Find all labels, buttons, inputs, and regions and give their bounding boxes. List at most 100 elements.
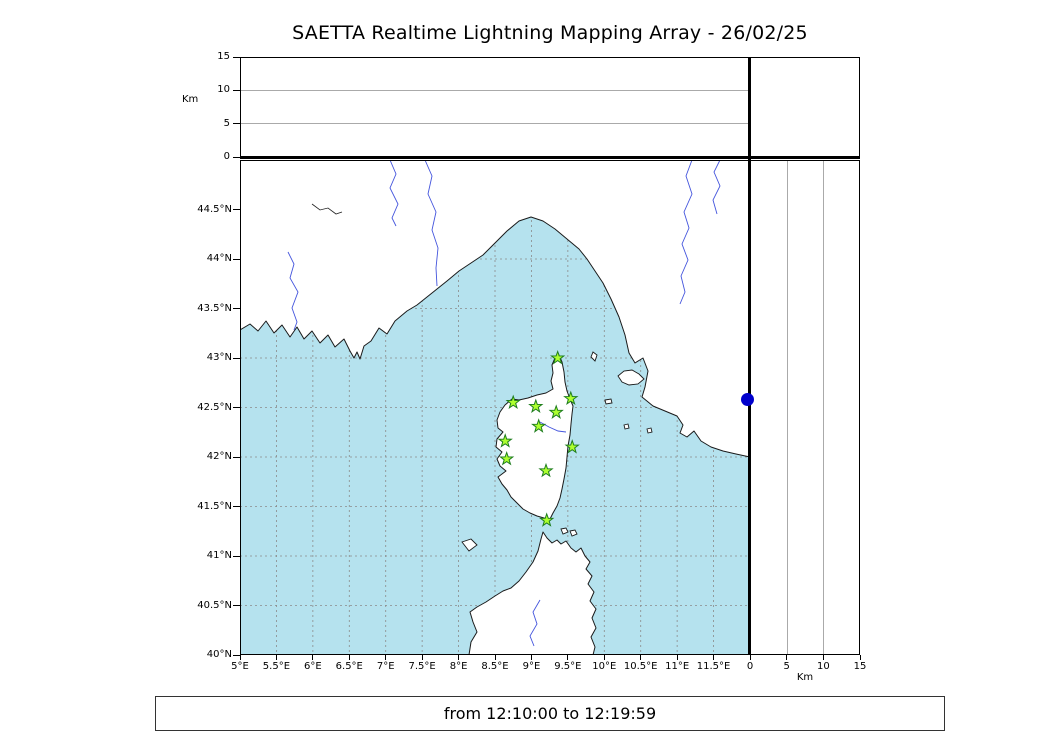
lon-tick (640, 655, 642, 660)
right-panel-tick (822, 655, 824, 660)
island-capraia (590, 351, 598, 362)
lon-tick-label: 8.5°E (481, 661, 509, 672)
lat-tick-label: 41°N (206, 550, 232, 561)
lat-tick-label: 41.5°N (197, 500, 232, 512)
lon-tick (348, 655, 350, 660)
top-panel-tick-label: 5 (223, 117, 230, 129)
lon-tick-label: 10°E (592, 661, 617, 672)
right-panel-tick (859, 655, 861, 660)
saetta-station-star-icon (528, 398, 544, 414)
saetta-station-star-icon (550, 349, 566, 365)
lat-tick (233, 407, 240, 408)
lon-tick (676, 655, 678, 660)
corsica-coast (495, 352, 574, 520)
river (529, 599, 541, 647)
lon-tick (494, 655, 496, 660)
lon-tick-label: 9.5°E (554, 661, 582, 672)
lon-tick (458, 655, 460, 660)
lat-tick (233, 605, 240, 606)
chart-title: SAETTA Realtime Lightning Mapping Array … (292, 22, 808, 44)
island-pianosa (604, 398, 613, 405)
lat-tick (233, 456, 240, 458)
lat-tick (233, 258, 240, 260)
lightning-event-dot (740, 393, 754, 407)
mainland-coast (240, 160, 750, 458)
top-panel-tick (233, 156, 240, 158)
saetta-station-star-icon (548, 404, 564, 419)
right-panel-gridline (786, 161, 788, 654)
lon-tick (603, 655, 605, 660)
lat-tick (233, 506, 240, 507)
lon-tick (530, 655, 532, 660)
top-panel-gridline (241, 122, 749, 124)
river (424, 160, 439, 287)
lon-tick (275, 655, 277, 660)
lon-tick-label: 5.5°E (262, 661, 291, 672)
lon-tick-label: 6.5°E (335, 661, 363, 672)
top-panel-tick (233, 89, 240, 91)
top-panel-unit-label: Km (182, 94, 199, 105)
lat-tick (233, 209, 240, 210)
right-panel-gridline (822, 161, 824, 654)
river (712, 160, 721, 215)
lon-tick (239, 655, 241, 660)
right-panel-unit-label: Km (796, 672, 814, 683)
lat-tick-label: 42°N (206, 451, 232, 462)
stream (311, 203, 343, 215)
lat-tick-label: 43°N (206, 352, 232, 363)
lat-tick (233, 654, 240, 656)
saetta-station-star-icon (499, 450, 515, 466)
panel-divider-horizontal (240, 156, 860, 159)
lon-tick-label: 8°E (449, 661, 468, 672)
altitude-histogram-panel (750, 57, 860, 157)
map-panel (240, 160, 750, 655)
time-range-text: from 12:10:00 to 12:19:59 (443, 704, 657, 723)
lon-tick-label: 9°E (522, 661, 541, 672)
top-panel-tick (233, 56, 240, 58)
lat-tick-label: 44°N (206, 253, 232, 264)
lon-tick (421, 655, 423, 660)
lon-tick-label: 11°E (665, 661, 690, 672)
saetta-station-star-icon (531, 418, 547, 433)
lon-tick (312, 655, 314, 660)
lon-tick (567, 655, 569, 660)
lon-tick-label: 7.5°E (408, 661, 436, 672)
right-panel-tick (786, 655, 788, 660)
saetta-station-star-icon (497, 433, 513, 448)
lon-tick (713, 655, 715, 660)
lon-tick-label: 10.5°E (623, 661, 658, 672)
island-elba (617, 369, 645, 386)
river (679, 160, 693, 305)
altitude-latitude-panel (750, 160, 860, 655)
lat-tick (233, 357, 240, 359)
lat-tick-label: 44.5°N (197, 203, 232, 215)
lat-tick-label: 42.5°N (197, 401, 232, 413)
river (287, 251, 299, 331)
lat-tick-label: 43.5°N (197, 302, 232, 314)
map-canvas (240, 160, 750, 655)
time-range-banner: from 12:10:00 to 12:19:59 (155, 696, 945, 731)
island-maddalena-2 (569, 529, 578, 537)
saetta-station-star-icon (505, 394, 521, 410)
sardinia-coast (468, 531, 597, 655)
top-panel-tick-label: 0 (223, 151, 230, 162)
altitude-time-panel (240, 57, 750, 157)
island-asinara (461, 538, 478, 552)
saetta-station-star-icon (538, 462, 554, 478)
lat-tick (233, 555, 240, 557)
lon-tick-label: 5°E (231, 661, 249, 672)
island-giglio (646, 427, 653, 434)
top-panel-tick (233, 123, 240, 125)
lon-tick-label: 6°E (304, 661, 322, 672)
panel-divider-vertical (748, 57, 751, 655)
lat-tick (233, 308, 240, 309)
saetta-station-star-icon (563, 390, 579, 406)
lat-tick-label: 40.5°N (197, 599, 232, 611)
lon-tick-label: 11.5°E (696, 661, 731, 672)
right-panel-tick (749, 655, 751, 660)
island-maddalena-1 (560, 527, 569, 535)
top-panel-gridline (241, 90, 749, 92)
lon-tick (385, 655, 387, 660)
island-montecristo (623, 423, 630, 430)
